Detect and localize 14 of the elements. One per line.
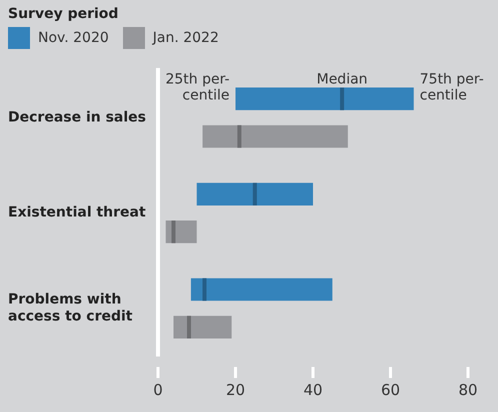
legend-title: Survey period [8, 6, 120, 22]
annotation: 75th per- centile [420, 72, 484, 104]
annotation: Median [316, 72, 368, 88]
y-tick-label: Existential threat [8, 204, 146, 221]
annotation: 25th per- centile [165, 72, 230, 104]
x-tick-label: 60 [380, 380, 400, 399]
legend-label: Nov. 2020 [38, 30, 109, 46]
x-tick-label: 20 [226, 380, 246, 399]
x-tick-label: 0 [153, 380, 163, 399]
legend-label: Jan. 2022 [152, 30, 219, 46]
y-tick-label: Decrease in sales [8, 109, 146, 126]
y-tick-label: Problems with access to credit [8, 292, 133, 324]
x-tick-label: 40 [303, 380, 323, 399]
x-tick-label: 80 [458, 380, 478, 399]
